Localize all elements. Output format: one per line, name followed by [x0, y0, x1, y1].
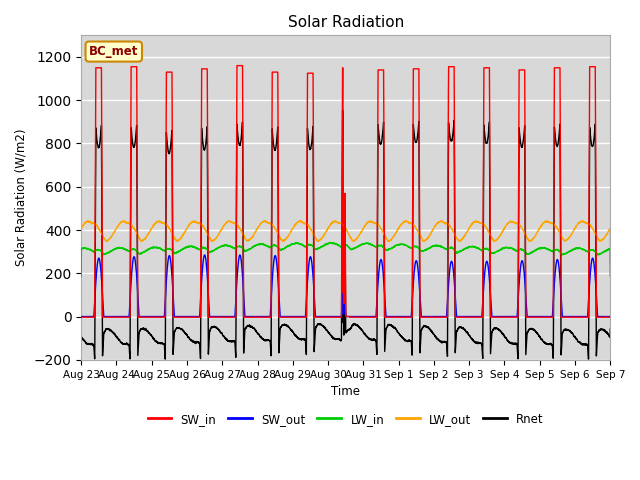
SW_in — [479, 280, 487, 286]
SW_in — [584, 314, 592, 320]
Rnet — [257, 334, 265, 340]
Line: SW_in: SW_in — [81, 66, 611, 317]
Line: LW_in: LW_in — [81, 242, 611, 276]
Rnet — [578, 341, 586, 347]
LW_in — [464, 245, 472, 251]
Title: Solar Radiation: Solar Radiation — [287, 15, 404, 30]
Rnet — [161, 356, 169, 362]
LW_out — [607, 261, 614, 266]
SW_out — [201, 252, 209, 258]
SW_out — [328, 313, 335, 319]
Y-axis label: Solar Radiation (W/m2): Solar Radiation (W/m2) — [15, 129, 28, 266]
LW_out — [328, 220, 335, 226]
SW_in — [233, 63, 241, 69]
SW_in — [257, 314, 265, 320]
SW_out — [77, 313, 85, 319]
LW_out — [84, 218, 92, 224]
Rnet — [339, 107, 346, 113]
SW_out — [578, 313, 586, 319]
LW_out — [479, 221, 487, 227]
Rnet — [607, 326, 614, 332]
Rnet — [464, 331, 472, 337]
X-axis label: Time: Time — [332, 385, 360, 398]
LW_in — [257, 241, 265, 247]
LW_out — [257, 221, 265, 227]
LW_out — [464, 227, 472, 233]
Rnet — [584, 351, 592, 357]
SW_in — [464, 314, 472, 320]
SW_out — [464, 313, 472, 319]
SW_in — [328, 314, 335, 320]
Legend: SW_in, SW_out, LW_in, LW_out, Rnet: SW_in, SW_out, LW_in, LW_out, Rnet — [143, 408, 548, 431]
SW_out — [479, 296, 487, 302]
LW_in — [479, 247, 487, 252]
Rnet — [77, 326, 85, 332]
LW_in — [326, 240, 334, 245]
LW_in — [77, 274, 85, 279]
SW_in — [607, 314, 614, 320]
LW_in — [578, 246, 586, 252]
Line: SW_out: SW_out — [81, 255, 611, 316]
SW_out — [584, 307, 592, 312]
LW_out — [578, 219, 586, 225]
LW_out — [77, 261, 85, 267]
Rnet — [328, 334, 335, 339]
SW_out — [257, 313, 265, 319]
SW_out — [607, 313, 614, 319]
Line: LW_out: LW_out — [81, 221, 611, 264]
LW_in — [607, 273, 614, 279]
LW_in — [328, 240, 335, 246]
LW_out — [584, 221, 592, 227]
Rnet — [479, 307, 487, 313]
SW_in — [77, 314, 85, 320]
LW_in — [584, 249, 592, 255]
Text: BC_met: BC_met — [89, 45, 138, 58]
SW_in — [578, 314, 586, 320]
Line: Rnet: Rnet — [81, 110, 611, 359]
